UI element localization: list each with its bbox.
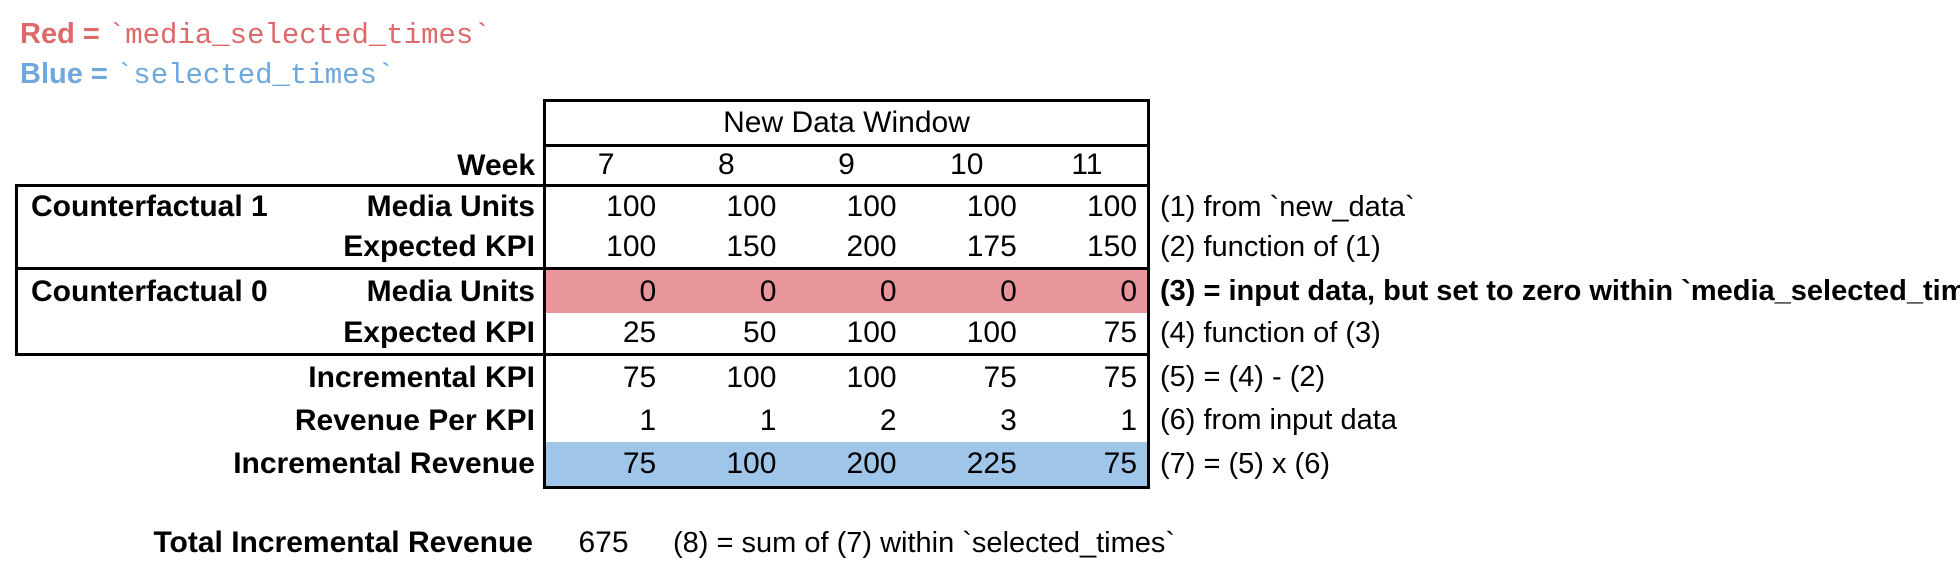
annotation-4: (4) function of (3) — [1160, 317, 1381, 349]
cell: 0 — [879, 275, 897, 308]
row-label-revenue-per-kpi: Revenue Per KPI — [294, 404, 535, 437]
cell: 150 — [726, 230, 777, 263]
week-header-cell: 9 — [838, 148, 855, 181]
cell: 1 — [759, 404, 777, 437]
cell: 50 — [743, 316, 777, 349]
total-incremental-revenue-label: Total Incremental Revenue — [153, 526, 533, 559]
cell: 175 — [966, 230, 1017, 263]
cell: 1 — [639, 404, 657, 437]
cell: 100 — [726, 447, 777, 480]
table-title: New Data Window — [723, 106, 970, 139]
legend-blue-code: `selected_times` — [115, 59, 395, 92]
week-header-cell: 7 — [597, 148, 615, 181]
cell: 100 — [606, 190, 657, 223]
cell: 0 — [639, 275, 657, 308]
cell: 75 — [1103, 316, 1138, 349]
cell: 100 — [966, 190, 1017, 223]
table-row-media-units-cf0-highlighted-red: 0 0 0 0 0 — [546, 270, 1147, 313]
total-incremental-revenue-value: 675 — [578, 526, 629, 559]
row-label-expected-kpi-cf0: Expected KPI — [343, 316, 535, 349]
cell: 200 — [846, 230, 897, 263]
cell: 100 — [606, 230, 657, 263]
cell: 100 — [1086, 190, 1138, 223]
cell: 100 — [726, 190, 777, 223]
cell: 0 — [759, 275, 777, 308]
legend-red: Red = `media_selected_times` — [20, 18, 491, 52]
week-header-row: 7 8 9 10 11 — [546, 147, 1147, 187]
table-row-incremental-kpi: 75 100 100 75 75 — [546, 356, 1147, 399]
annotation-3: (3) = input data, but set to zero within… — [1160, 275, 1960, 307]
annotation-2: (2) function of (1) — [1160, 231, 1381, 263]
table-row-revenue-per-kpi: 1 1 2 3 1 — [546, 399, 1147, 442]
cell: 100 — [846, 190, 897, 223]
cell: 75 — [1103, 361, 1138, 394]
table-row-incremental-revenue-highlighted-blue: 75 100 200 225 75 — [546, 442, 1147, 486]
week-header-cell: 11 — [1071, 148, 1103, 181]
row-label-week: Week — [457, 149, 535, 182]
cell: 25 — [622, 316, 657, 349]
annotation-1: (1) from `new_data` — [1160, 191, 1415, 223]
legend-blue: Blue = `selected_times` — [20, 58, 394, 92]
row-label-incremental-kpi: Incremental KPI — [308, 361, 535, 394]
row-label-media-units-cf1: Media Units — [366, 190, 535, 223]
cell: 225 — [966, 447, 1017, 480]
annotation-6: (6) from input data — [1160, 404, 1397, 436]
cell: 100 — [846, 361, 897, 394]
row-label-expected-kpi-cf1: Expected KPI — [343, 230, 535, 263]
annotation-5: (5) = (4) - (2) — [1160, 361, 1326, 393]
cell: 3 — [1000, 404, 1017, 437]
table-title-row: New Data Window — [546, 102, 1147, 147]
cell: 2 — [879, 404, 897, 437]
row-label-media-units-cf0: Media Units — [366, 275, 535, 308]
table-row-expected-kpi-cf0: 25 50 100 100 75 — [546, 313, 1147, 356]
cell: 0 — [1120, 275, 1138, 308]
counterfactual-0-box: Counterfactual 0 — [15, 270, 543, 356]
week-header-cell: 8 — [717, 148, 735, 181]
annotation-8: (8) = sum of (7) within `selected_times` — [673, 527, 1176, 559]
counterfactual-1-title: Counterfactual 1 — [31, 190, 268, 223]
cell: 200 — [846, 447, 897, 480]
legend-red-label: Red = — [20, 18, 108, 50]
cell: 75 — [622, 447, 657, 480]
cell: 100 — [726, 361, 777, 394]
cell: 100 — [966, 316, 1017, 349]
cell: 1 — [1120, 404, 1138, 437]
legend-blue-label: Blue = — [20, 58, 116, 90]
counterfactual-0-title: Counterfactual 0 — [31, 275, 268, 308]
counterfactual-1-box: Counterfactual 1 — [15, 184, 543, 270]
row-label-incremental-revenue: Incremental Revenue — [233, 447, 535, 480]
table-row-expected-kpi-cf1: 100 150 200 175 150 — [546, 227, 1147, 270]
cell: 75 — [1103, 447, 1138, 480]
table-row-media-units-cf1: 100 100 100 100 100 — [546, 187, 1147, 227]
cell: 150 — [1086, 230, 1138, 263]
cell: 75 — [983, 361, 1017, 394]
data-table: New Data Window 7 8 9 10 11 100 100 100 … — [543, 99, 1150, 489]
annotation-7: (7) = (5) x (6) — [1160, 448, 1330, 480]
cell: 0 — [1000, 275, 1017, 308]
week-header-cell: 10 — [950, 148, 984, 181]
legend-red-code: `media_selected_times` — [107, 19, 491, 52]
cell: 100 — [846, 316, 897, 349]
cell: 75 — [622, 361, 657, 394]
